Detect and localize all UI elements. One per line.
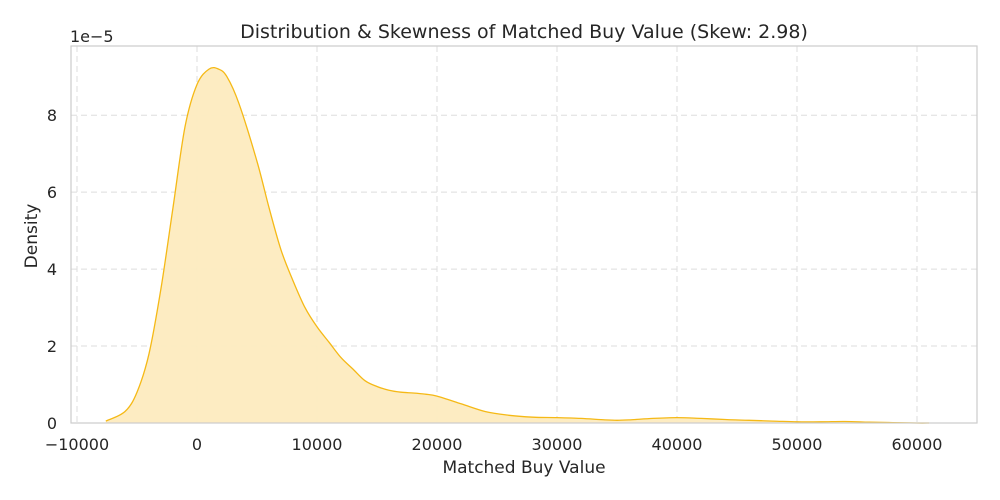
x-tick-label: 0 <box>192 435 202 454</box>
chart-title: Distribution & Skewness of Matched Buy V… <box>240 21 808 43</box>
y-axis-label: Density <box>22 204 42 269</box>
x-tick-label: −10000 <box>45 435 109 454</box>
x-axis-label: Matched Buy Value <box>442 458 605 478</box>
x-tick-label: 30000 <box>532 435 583 454</box>
density-area <box>105 67 930 424</box>
x-tick-label: 20000 <box>412 435 463 454</box>
x-tick-label: 50000 <box>772 435 823 454</box>
y-tick-label: 6 <box>47 183 57 202</box>
x-axis-ticks: −10000 0 10000 20000 30000 40000 50000 60000 <box>45 435 943 454</box>
density-curve <box>105 66 930 424</box>
plot-frame <box>70 45 978 424</box>
y-tick-label: 0 <box>47 414 57 433</box>
y-tick-label: 8 <box>47 106 57 125</box>
x-tick-label: 10000 <box>292 435 343 454</box>
y-tick-label: 4 <box>47 260 57 279</box>
y-axis-ticks: 0 2 4 6 8 <box>47 106 57 433</box>
y-scale-label: 1e−5 <box>70 27 114 46</box>
x-tick-label: 40000 <box>652 435 703 454</box>
y-tick-label: 2 <box>47 337 57 356</box>
x-tick-label: 60000 <box>892 435 943 454</box>
